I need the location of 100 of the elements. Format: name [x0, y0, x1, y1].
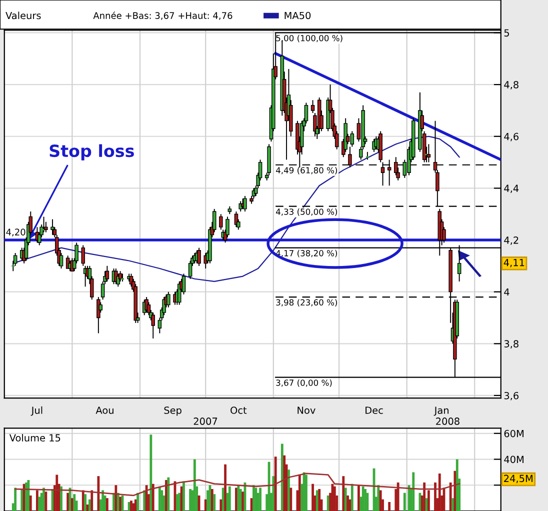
bar	[379, 490, 382, 511]
bar	[106, 498, 108, 511]
bar	[152, 484, 154, 511]
line-series	[14, 472, 460, 496]
bar	[224, 464, 226, 511]
bar	[56, 474, 58, 511]
candlestick	[50, 218, 54, 236]
bar	[38, 496, 41, 511]
bar	[423, 482, 426, 511]
x-tick-label: Jul	[30, 406, 42, 416]
bar	[344, 488, 347, 511]
bar	[189, 489, 192, 511]
bar	[318, 489, 321, 511]
bar	[193, 459, 196, 511]
bar	[66, 492, 70, 511]
bar	[150, 434, 152, 511]
candlestick	[81, 244, 86, 266]
bar	[60, 486, 62, 511]
ref-line-label: 4,20	[6, 228, 26, 236]
bar	[272, 476, 275, 511]
annotation: 3,67 (0,00 %)	[276, 379, 332, 387]
bar	[160, 490, 164, 511]
candlestick	[197, 247, 201, 266]
chart-subtitle: Année +Bas: 3,67 +Haut: 4,76	[93, 12, 232, 20]
y-tick-label: 4,8	[504, 81, 518, 90]
y-tick-label: 5	[504, 29, 509, 37]
bar	[242, 492, 244, 511]
bar	[259, 488, 262, 511]
bar	[377, 485, 380, 511]
bar	[396, 482, 400, 511]
bar	[167, 477, 170, 511]
bar	[29, 495, 32, 511]
y-tick-label: 4,6	[504, 132, 518, 142]
bar	[228, 486, 231, 511]
annotation: 4,49 (61,80 %)	[276, 166, 338, 174]
bar	[132, 503, 135, 511]
bar	[364, 489, 366, 511]
bar	[350, 484, 354, 511]
y-tick-label: 60M	[504, 430, 524, 438]
bar	[388, 502, 391, 511]
x-tick-label: Sep	[164, 406, 182, 416]
bar	[178, 492, 181, 511]
candlestick	[105, 265, 110, 282]
candlestick	[151, 312, 155, 339]
x-tick-label: Dec	[366, 406, 383, 414]
annotation: Stop loss	[50, 144, 134, 160]
y-tick-label: 4,4	[504, 184, 519, 194]
bar	[454, 470, 456, 511]
candlestick	[219, 214, 223, 230]
bar	[346, 495, 349, 511]
annotation: 5,00 (100,00 %)	[276, 34, 342, 42]
bar	[274, 456, 277, 511]
bar	[237, 485, 240, 511]
bar	[143, 490, 146, 511]
x-tick-label: Oct	[230, 406, 247, 414]
candlestick	[59, 252, 64, 270]
bar	[73, 494, 76, 511]
bar	[290, 488, 292, 511]
bar	[97, 476, 100, 511]
bar	[20, 489, 24, 511]
bar	[438, 473, 441, 511]
bar	[427, 490, 430, 511]
bar	[305, 474, 308, 511]
text: 4,11	[504, 259, 524, 268]
bar	[220, 499, 222, 511]
y-tick-label: 4	[504, 288, 510, 296]
bar	[90, 490, 94, 511]
y-tick-label: 4,2	[504, 236, 518, 245]
bar	[412, 472, 415, 511]
chart-title: Volume 15	[9, 434, 60, 442]
bar	[213, 494, 216, 511]
text: 2008	[436, 418, 460, 425]
bar	[434, 482, 436, 511]
bar	[102, 490, 104, 511]
bar	[342, 476, 345, 511]
y-tick-label: 40M	[504, 456, 524, 464]
annotation: 3,98 (23,60 %)	[276, 299, 338, 307]
bar	[114, 485, 118, 511]
bar	[312, 484, 314, 511]
bar	[182, 481, 185, 511]
text: 24,5M	[504, 474, 532, 484]
bar	[84, 494, 87, 511]
bar	[44, 492, 48, 511]
y-tick-label: 3,6	[504, 392, 518, 400]
candlestick	[310, 100, 315, 114]
candlestick	[350, 130, 354, 148]
bar	[333, 486, 336, 511]
bar	[403, 492, 406, 511]
bar	[283, 455, 286, 511]
x-tick-label: Nov	[298, 406, 316, 414]
legend-label: MA50	[284, 12, 311, 20]
chart-title: Valeurs	[6, 12, 41, 20]
bar	[418, 492, 422, 511]
x-tick-label: Aou	[96, 406, 114, 414]
bar	[27, 480, 30, 511]
bar	[254, 488, 258, 511]
text: 2007	[194, 418, 218, 425]
bar	[14, 488, 17, 511]
annotation: 4,33 (50,00 %)	[276, 208, 338, 216]
y-tick-label: 3,8	[504, 340, 518, 348]
